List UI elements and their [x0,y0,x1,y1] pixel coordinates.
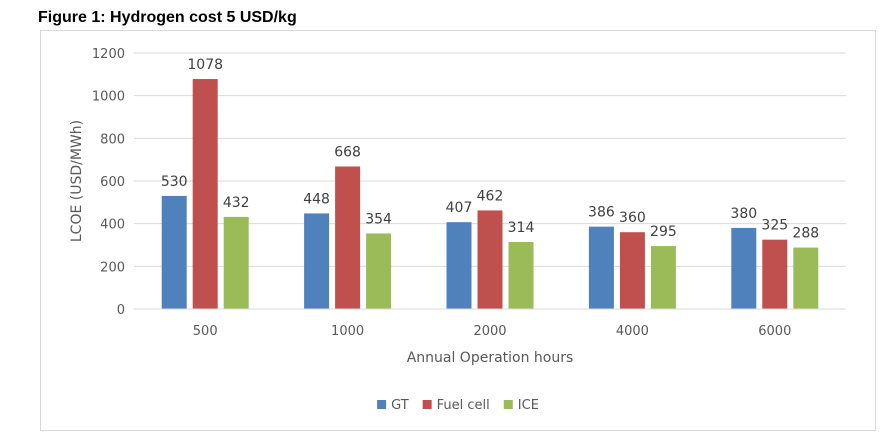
data-label: 295 [650,224,677,240]
legend-swatch [377,400,387,409]
figure-title: Figure 1: Hydrogen cost 5 USD/kg [38,9,297,26]
x-tick-label: 6000 [758,324,791,339]
data-label: 432 [223,195,250,211]
bar-fuel-cell [335,166,361,309]
y-tick-label: 400 [100,218,125,233]
x-tick-label: 4000 [616,324,649,339]
x-tick-label: 1000 [331,324,364,339]
bar-ice [793,247,819,309]
bar-ice [650,246,676,309]
data-label: 1078 [187,57,223,73]
data-label: 288 [792,226,819,242]
legend-swatch [503,400,513,409]
legend-swatch [422,400,432,409]
bar-fuel-cell [619,232,645,309]
data-label: 386 [588,205,615,221]
x-tick-label: 2000 [473,324,506,339]
bar-fuel-cell [477,210,503,309]
bar-gt [304,213,330,309]
bar-gt [446,222,472,309]
data-label: 360 [619,210,646,226]
bars [161,79,819,309]
data-label: 314 [508,220,535,236]
x-axis-ticks: 500 1000 2000 4000 6000 [193,324,792,339]
data-label: 380 [730,206,757,222]
x-axis-title: Annual Operation hours [407,350,574,366]
data-label: 462 [477,188,504,204]
data-label: 354 [365,211,392,227]
legend-label: GT [391,398,409,413]
bar-fuel-cell [762,239,788,309]
bar-gt [731,227,757,309]
legend-label: ICE [518,398,539,413]
data-label: 668 [334,144,361,160]
y-tick-label: 0 [117,303,125,318]
y-tick-label: 200 [100,260,125,275]
data-label: 325 [761,218,788,234]
bar-ice [223,216,249,309]
y-tick-label: 1200 [92,47,125,62]
y-tick-label: 800 [100,132,125,147]
legend: GT Fuel cell ICE [377,398,539,413]
bar-gt [161,195,187,309]
legend-label: Fuel cell [437,398,490,413]
y-tick-label: 1000 [92,90,125,105]
bar-fuel-cell [192,79,218,309]
bar-gt [588,226,614,309]
data-label: 448 [303,191,330,207]
x-tick-label: 500 [193,324,218,339]
y-axis-title: LCOE (USD/MWh) [69,120,85,242]
bar-ice [508,242,534,309]
bar-ice [366,233,392,309]
data-label: 407 [446,200,473,216]
y-tick-label: 600 [100,175,125,190]
y-axis-ticks: 0 200 400 600 800 1000 1200 [92,47,125,318]
data-label: 530 [161,174,188,190]
